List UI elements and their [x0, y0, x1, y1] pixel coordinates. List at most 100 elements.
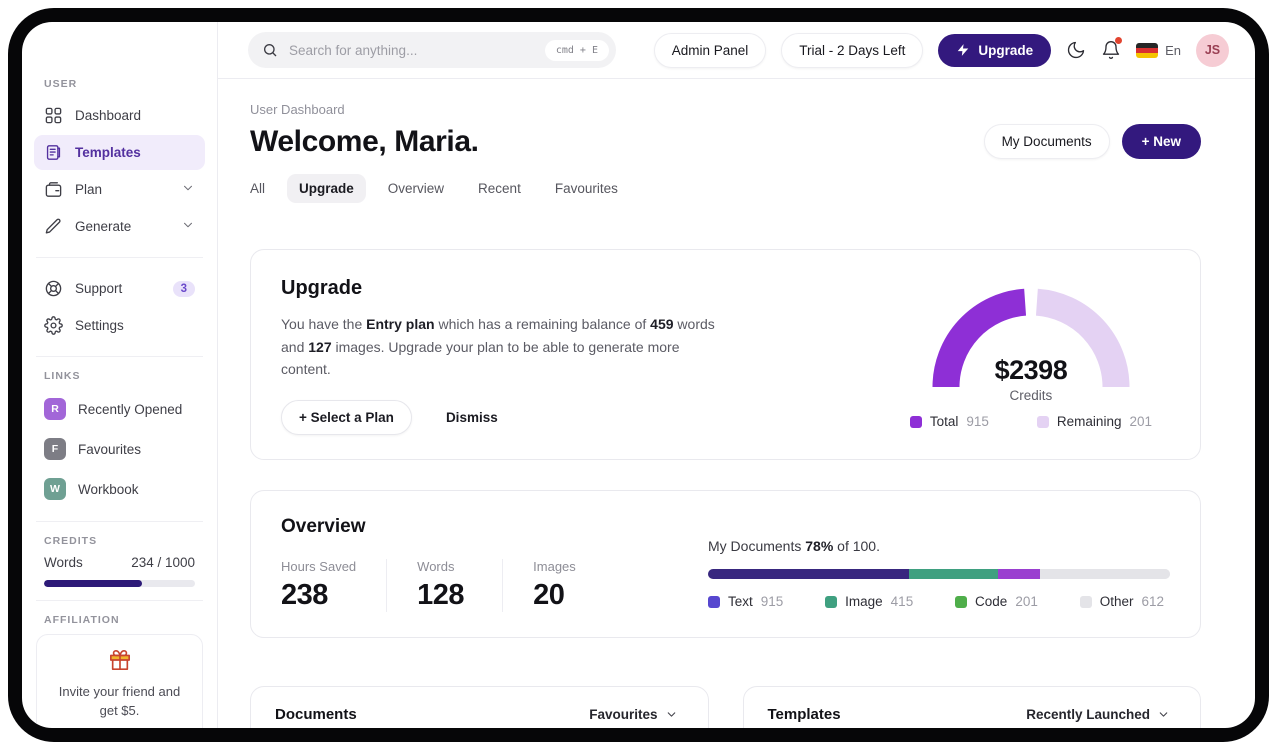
gift-icon — [109, 650, 131, 675]
trial-status-button[interactable]: Trial - 2 Days Left — [781, 32, 924, 68]
templates-filter-dropdown[interactable]: Recently Launched — [1020, 706, 1176, 723]
search-bar[interactable]: cmd + E — [248, 32, 616, 68]
support-count-badge: 3 — [172, 280, 195, 297]
select-plan-button[interactable]: + Select a Plan — [281, 400, 412, 436]
tab-favourites[interactable]: Favourites — [554, 181, 618, 196]
divider — [36, 356, 203, 357]
upgrade-card-body: You have the Entry plan which has a rema… — [281, 316, 715, 378]
chevron-down-icon — [667, 712, 675, 717]
legend-value: 415 — [890, 594, 914, 610]
sidebar: USER Dashboard Templates Plan Generate — [22, 22, 218, 728]
overview-card: Overview Hours Saved 238 Words 128 — [250, 490, 1201, 639]
my-documents-button[interactable]: My Documents — [983, 124, 1110, 159]
divider — [36, 521, 203, 522]
gauge-center-label: Credits — [1009, 388, 1053, 403]
link-initial-avatar: R — [44, 398, 66, 420]
sidebar-item-label: Recently Opened — [78, 401, 183, 417]
documents-filter-dropdown[interactable]: Favourites — [583, 706, 683, 723]
sidebar-section-credits: CREDITS — [44, 535, 98, 547]
sidebar-item-label: Settings — [75, 318, 124, 333]
sidebar-section-user: USER — [44, 78, 78, 90]
filter-label: Favourites — [589, 707, 658, 723]
sidebar-link-workbook[interactable]: W Workbook — [34, 470, 205, 508]
tab-upgrade[interactable]: Upgrade — [287, 174, 366, 203]
divider — [36, 600, 203, 601]
gauge-legend: Total 915 Remaining 201 — [909, 414, 1152, 429]
legend-swatch — [825, 595, 838, 608]
sidebar-item-support[interactable]: Support 3 — [34, 271, 205, 306]
sidebar-item-label: Templates — [75, 145, 141, 160]
documents-stacked-bar — [708, 569, 1170, 580]
sidebar-item-dashboard[interactable]: Dashboard — [34, 98, 205, 133]
legend-swatch — [909, 415, 922, 428]
affiliation-card: Invite your friend and get $5. Invite — [36, 634, 203, 728]
documents-progress-label: My Documents 78% of 100. — [708, 538, 880, 555]
sidebar-item-settings[interactable]: Settings — [34, 308, 205, 343]
legend-item-text: Text 915 — [708, 594, 783, 609]
upgrade-card-title: Upgrade — [281, 277, 363, 299]
lightning-icon — [958, 44, 969, 56]
moon-icon — [1067, 41, 1085, 59]
dark-mode-toggle[interactable] — [1066, 40, 1086, 60]
bar-segment-other — [1039, 569, 1170, 580]
stat-images: Images 20 — [533, 559, 619, 612]
legend-item-code: Code 201 — [955, 594, 1038, 609]
chevron-down-icon — [181, 181, 195, 198]
legend-swatch — [708, 595, 720, 608]
legend-value: 915 — [966, 414, 989, 429]
legend-item-image: Image 415 — [825, 594, 913, 609]
legend-value: 612 — [1141, 594, 1164, 610]
credits-gauge-chart: $2398 Credits — [920, 277, 1142, 403]
main-area: cmd + E Admin Panel Trial - 2 Days Left … — [218, 22, 1255, 728]
sidebar-link-recently-opened[interactable]: R Recently Opened — [34, 390, 205, 428]
stat-label: Images — [533, 559, 576, 575]
stat-hours-saved: Hours Saved 238 — [281, 559, 388, 613]
credits-progress-fill — [44, 580, 143, 587]
bar-segment-text — [708, 569, 909, 580]
user-avatar[interactable]: JS — [1196, 33, 1229, 67]
stats-row: Hours Saved 238 Words 128 Images 20 — [281, 559, 649, 613]
stat-label: Hours Saved — [281, 559, 357, 575]
sidebar-item-label: Dashboard — [75, 108, 142, 123]
dismiss-button[interactable]: Dismiss — [440, 409, 504, 426]
upgrade-button[interactable]: Upgrade — [938, 33, 1052, 67]
language-selector[interactable]: En — [1136, 42, 1181, 58]
notification-dot — [1115, 37, 1123, 44]
templates-card: Templates Recently Launched Blog Post Ti… — [742, 686, 1201, 728]
tab-recent[interactable]: Recent — [478, 181, 521, 196]
admin-panel-button[interactable]: Admin Panel — [653, 32, 767, 68]
page-content: User Dashboard Welcome, Maria. My Docume… — [218, 79, 1255, 728]
search-input[interactable] — [287, 41, 536, 59]
sidebar-section-links: LINKS — [44, 370, 81, 382]
sidebar-item-plan[interactable]: Plan — [34, 172, 205, 207]
sidebar-link-favourites[interactable]: F Favourites — [34, 430, 205, 468]
new-button[interactable]: + New — [1121, 124, 1201, 159]
divider — [36, 257, 203, 258]
sidebar-item-templates[interactable]: Templates — [34, 135, 205, 170]
tab-overview[interactable]: Overview — [387, 181, 445, 196]
notifications-button[interactable] — [1101, 37, 1123, 60]
bar-segment-code — [997, 569, 1040, 580]
sidebar-item-label: Generate — [75, 219, 132, 234]
legend-item-remaining: Remaining 201 — [1036, 414, 1152, 429]
upgrade-card: Upgrade You have the Entry plan which ha… — [250, 249, 1201, 461]
breadcrumb: User Dashboard — [250, 102, 345, 117]
filter-label: Recently Launched — [1026, 707, 1150, 723]
lifebuoy-icon — [45, 280, 62, 297]
legend-label: Total — [929, 414, 959, 429]
search-shortcut-badge: cmd + E — [544, 39, 609, 61]
chevron-down-icon — [181, 218, 195, 235]
chevron-down-icon — [1159, 712, 1168, 717]
wallet-icon — [45, 182, 62, 197]
sidebar-item-label: Support — [75, 281, 123, 296]
tab-all[interactable]: All — [250, 181, 266, 196]
locale-label: En — [1165, 42, 1181, 58]
pencil-icon — [45, 218, 61, 234]
sidebar-item-generate[interactable]: Generate — [34, 209, 205, 244]
legend-item-total: Total 915 — [909, 414, 989, 429]
legend-swatch — [1079, 595, 1092, 608]
documents-card: Documents Favourites Untitled Document i… — [250, 686, 709, 728]
document-icon — [46, 145, 61, 160]
legend-value: 201 — [1129, 414, 1152, 429]
legend-label: Text — [728, 594, 753, 610]
